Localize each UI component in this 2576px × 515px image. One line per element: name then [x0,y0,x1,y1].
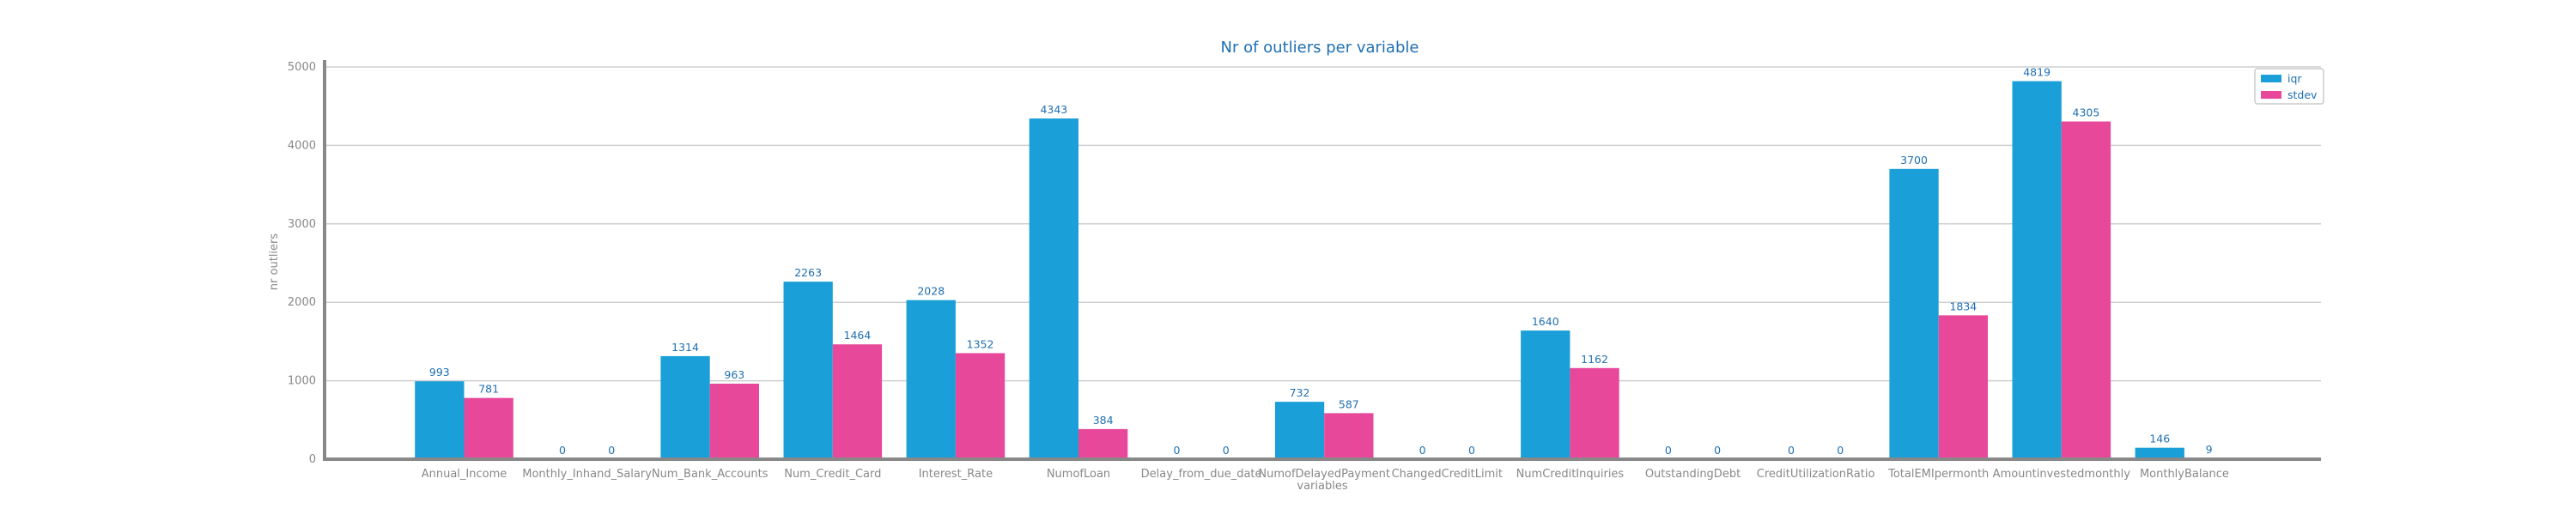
bar-stdev-interest-rate [955,353,1005,459]
data-label-iqr: 0 [1665,444,1672,457]
data-label-iqr: 1314 [671,341,699,354]
data-label-stdev: 1834 [1949,300,1977,312]
legend-label-stdev: stdev [2287,88,2318,101]
bars [415,81,2234,460]
legend-swatch-stdev [2261,91,2281,99]
data-label-stdev: 0 [608,444,615,457]
x-tick-label: OutstandingDebt [1645,468,1741,481]
bar-stdev-annual-income [464,397,513,459]
x-tick-label: Monthly_Inhand_Salary [522,468,652,481]
data-label-stdev: 4305 [2073,106,2100,119]
data-label-stdev: 587 [1339,397,1359,410]
bar-iqr-num-credit-card [783,282,833,459]
bar-iqr-interest-rate [906,300,956,459]
data-label-stdev: 0 [1837,444,1844,457]
bar-iqr-monthlybalance [2135,447,2184,459]
x-tick-label: TotalEMIpermonth [1887,468,1989,481]
data-label-stdev: 9 [2206,443,2213,456]
data-label-stdev: 1464 [844,329,872,342]
bar-stdev-num-bank-accounts [709,383,759,459]
data-label-iqr: 146 [2149,433,2170,445]
y-tick-label: 0 [309,453,316,466]
bar-iqr-numcreditinquiries [1521,330,1571,459]
x-tick-label: ChangedCreditLimit [1392,468,1503,481]
data-label-iqr: 732 [1290,386,1310,399]
data-label-iqr: 1640 [1532,315,1559,328]
data-label-iqr: 0 [1788,444,1795,457]
bar-iqr-amountinvestedmonthly [2012,81,2062,460]
x-tick-label: MonthlyBalance [2140,468,2229,481]
x-tick-label: Amountinvestedmonthly [1993,468,2131,481]
bar-stdev-totalemipermonth [1938,315,1988,459]
legend-swatch-iqr [2261,75,2281,82]
bar-iqr-numofloan [1029,118,1078,459]
data-label-stdev: 781 [478,383,499,396]
x-tick-label: Num_Credit_Card [784,468,881,481]
x-axis-ticks: Annual_Income Monthly_Inhand_Salary Num_Ba… [422,468,2229,481]
y-tick-label: 1000 [288,375,316,388]
data-label-stdev: 963 [724,368,744,381]
data-label-stdev: 0 [1714,444,1721,457]
x-tick-label: NumCreditInquiries [1516,468,1625,481]
y-tick-label: 2000 [288,296,316,309]
data-label-iqr: 4819 [2023,66,2050,79]
data-label-iqr: 993 [429,366,450,379]
x-tick-label: NumofLoan [1047,468,1110,481]
y-tick-label: 5000 [288,61,316,74]
x-tick-label: Interest_Rate [919,468,993,481]
y-axis-ticks: 0 1000 2000 3000 4000 5000 [288,61,316,466]
bar-stdev-numofdelayedpayment [1324,413,1374,459]
data-label-iqr: 0 [1419,444,1426,457]
data-label-stdev: 1162 [1581,353,1608,366]
bar-stdev-num-credit-card [832,344,883,459]
data-label-stdev: 0 [1468,444,1475,457]
bar-iqr-annual-income [415,381,465,459]
data-label-iqr: 0 [1173,444,1180,457]
data-labels: 993 781 0 0 1314 963 2263 1464 2028 1352 4343 384 0 0… [429,66,2213,457]
bar-stdev-numofloan [1078,428,1128,459]
data-label-iqr: 0 [559,444,566,457]
bar-stdev-amountinvestedmonthly [2061,121,2111,459]
legend: iqr stdev [2254,68,2324,105]
x-tick-label: Annual_Income [422,468,507,481]
chart-title: Nr of outliers per variable [1221,39,1419,57]
x-tick-label: Delay_from_due_date [1141,468,1262,481]
bar-iqr-totalemipermonth [1889,168,1939,459]
data-label-stdev: 1352 [967,337,994,350]
data-label-stdev: 384 [1093,414,1114,427]
x-tick-label: NumofDelayedPayment [1258,468,1390,481]
y-axis-label: nr outliers [268,233,281,291]
y-tick-label: 4000 [288,139,316,152]
legend-label-iqr: iqr [2287,72,2302,85]
x-tick-label: CreditUtilizationRatio [1757,468,1875,481]
bar-iqr-numofdelayedpayment [1274,402,1325,459]
data-label-iqr: 4343 [1040,103,1067,116]
data-label-stdev: 0 [1223,444,1230,457]
data-label-iqr: 3700 [1900,154,1928,167]
x-axis-label: variables [1297,480,1347,493]
x-tick-label: Num_Bank_Accounts [652,468,769,481]
bar-iqr-num-bank-accounts [660,355,710,459]
gridlines [325,66,2321,382]
bar-stdev-numcreditinquiries [1570,367,1619,459]
data-label-iqr: 2263 [794,266,822,279]
data-label-iqr: 2028 [917,285,945,298]
y-tick-label: 3000 [288,218,316,231]
